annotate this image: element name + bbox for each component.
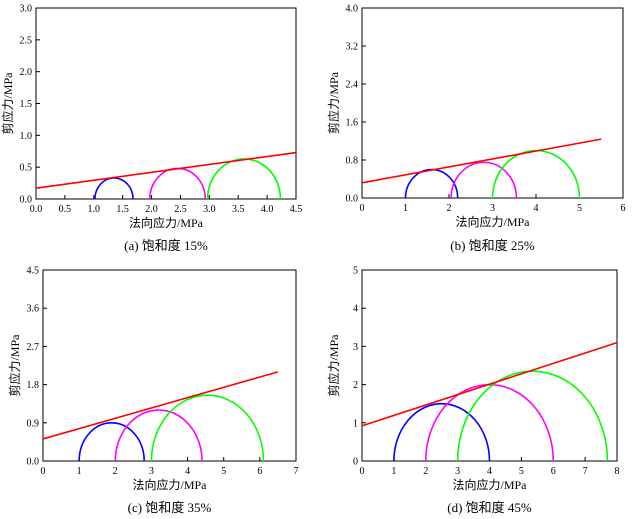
chart-c-ylabel: 剪应力/MPa [7,334,22,397]
chart-b-ytick-label: 0.0 [346,194,359,205]
chart-d-ytick-label: 3 [353,342,358,353]
chart-b-mohr-circle-2 [450,161,518,199]
chart-b-ytick-label: 1.6 [346,118,359,129]
chart-b-xtick-label: 6 [621,203,626,214]
chart-d-mohr-circle-3 [456,370,609,462]
chart-a-xtick-label: 2.0 [145,204,158,215]
chart-b-ylabel: 剪应力/MPa [326,71,341,134]
chart-c-mohr-circle-2 [114,409,203,462]
chart-c: 0 1 2 3 4 5 6 7 0.0 0.9 1.8 2.7 3.6 4.5 法向应力/MPa 剪应力/MP… [7,266,299,516]
chart-c-ytick-label: 2.7 [27,342,40,353]
chart-c-ytick-label: 1.8 [27,380,40,391]
chart-b: 0 1 2 3 4 5 6 0.0 0.8 1.6 2.4 3.2 4.0 法向应力/MPa 剪应力/MPa… [326,4,626,254]
chart-a-ytick-label: 1.0 [20,131,33,142]
chart-b-ytick-label: 4.0 [346,4,359,15]
chart-c-xtick-label: 6 [257,466,262,477]
chart-a-caption: (a) 饱和度 15% [124,238,208,253]
chart-b-ytick-label: 3.2 [346,42,359,53]
chart-c-xtick-label: 4 [185,466,190,477]
chart-c-xtick-label: 2 [113,466,118,477]
chart-a-ytick-label: 0.5 [20,163,33,174]
chart-b-envelope-line [361,138,602,184]
chart-a-ytick-label: 3.0 [20,4,33,15]
chart-a-ylabel: 剪应力/MPa [0,72,15,135]
chart-d-xtick-label: 2 [423,466,428,477]
chart-c-ytick-label: 4.5 [27,266,40,277]
chart-c-xtick-label: 1 [77,466,82,477]
chart-d-xtick-label: 5 [519,466,524,477]
chart-d-ytick-label: 4 [353,304,358,315]
chart-b-caption: (b) 饱和度 25% [450,238,535,253]
chart-a-xtick-label: 3.0 [203,204,216,215]
chart-b-frame [361,7,624,199]
chart-c-mohr-circle-3 [150,394,265,462]
chart-d-xtick-label: 0 [360,466,365,477]
chart-d-envelope-line [361,341,618,427]
chart-a-xlabel: 法向应力/MPa [129,215,204,230]
chart-a-mohr-circle-3 [206,158,282,200]
chart-a-xtick-label: 4.5 [290,204,303,215]
chart-b-mohr-circle-3 [491,149,581,199]
chart-d-ylabel: 剪应力/MPa [326,334,341,397]
chart-c-xtick-label: 7 [294,466,299,477]
chart-d-xtick-label: 8 [615,466,620,477]
chart-d-ytick-label: 0 [353,457,358,468]
chart-d-ytick-label: 2 [353,380,358,391]
chart-a-xtick-label: 2.5 [174,204,187,215]
chart-a-mohr-circle-2 [149,167,207,200]
chart-d-mohr-circle-1 [393,402,491,462]
chart-c-mohr-circle-1 [78,422,145,462]
chart-d-xtick-label: 7 [583,466,588,477]
chart-a-ytick-label: 2.5 [20,35,33,46]
chart-b-xtick-label: 1 [403,203,408,214]
chart-c-envelope-line [42,371,279,440]
chart-b-ytick-label: 0.8 [346,156,359,167]
chart-c-caption: (c) 饱和度 35% [128,500,212,515]
chart-a-xtick-label: 1.5 [116,204,129,215]
chart-d-ytick-label: 5 [353,266,358,277]
chart-a-xtick-label: 4.0 [261,204,274,215]
chart-a-ytick-label: 1.5 [20,99,33,110]
chart-a-envelope-line [35,151,297,189]
chart-d-ytick-label: 1 [353,418,358,429]
chart-c-ytick-label: 0.0 [27,457,40,468]
chart-d-xtick-label: 3 [455,466,460,477]
chart-a-ytick-label: 0.0 [20,195,33,206]
chart-b-xlabel: 法向应力/MPa [455,214,530,229]
chart-b-xtick-label: 0 [360,203,365,214]
chart-c-ytick-label: 3.6 [27,304,40,315]
chart-a-xtick-label: 1.0 [88,204,101,215]
chart-a: 0.0 0.5 1.0 1.5 2.0 2.5 3.0 3.5 4.0 4.5 0.0 0.5 1.0 1… [0,4,302,254]
chart-a-xtick-label: 3.5 [232,204,245,215]
chart-a-mohr-circle-1 [94,177,134,200]
chart-c-frame [42,269,297,462]
chart-a-xtick-label: 0.5 [59,204,72,215]
chart-c-xtick-label: 3 [149,466,154,477]
chart-a-xtick-label: 0.0 [30,204,43,215]
chart-d-xtick-label: 4 [487,466,492,477]
chart-b-xtick-label: 5 [577,203,582,214]
chart-a-ytick-label: 2.0 [20,67,33,78]
chart-d-caption: (d) 饱和度 45% [447,500,532,515]
chart-d-mohr-circle-2 [424,383,555,462]
chart-c-xtick-label: 5 [221,466,226,477]
chart-d-xtick-label: 6 [551,466,556,477]
chart-d-xtick-label: 1 [391,466,396,477]
chart-c-xlabel: 法向应力/MPa [132,477,207,492]
chart-b-ytick-label: 2.4 [346,80,359,91]
chart-b-xtick-label: 3 [490,203,495,214]
chart-b-xtick-label: 4 [534,203,539,214]
chart-d-xlabel: 法向应力/MPa [452,477,527,492]
chart-c-ytick-label: 0.9 [27,418,40,429]
chart-c-xtick-label: 0 [41,466,46,477]
chart-b-xtick-label: 2 [447,203,452,214]
